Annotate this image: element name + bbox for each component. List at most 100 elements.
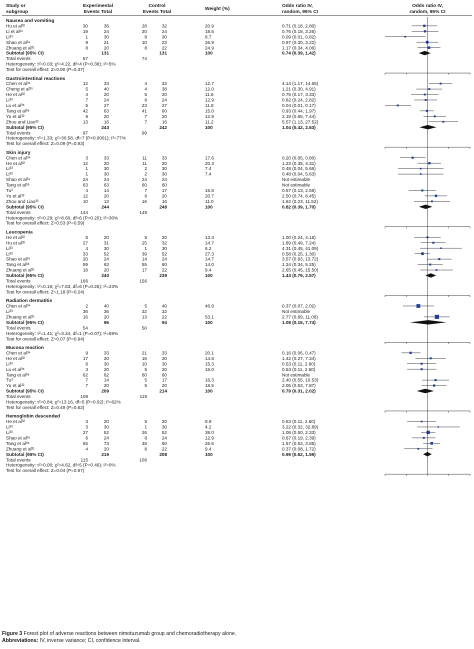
study-name: Tang et al³⁸ <box>6 183 29 188</box>
study-name: Li³³ <box>6 361 13 366</box>
ctl-total: 17 <box>162 378 168 383</box>
study-name: Yu et al³² <box>6 383 25 388</box>
exp-total: 63 <box>104 183 110 188</box>
exp-events: 4 <box>85 246 88 251</box>
study-weight: 46.9 <box>205 304 214 309</box>
study-weight: 15.8 <box>205 188 214 193</box>
exp-events: 17 <box>83 356 89 361</box>
ctl-total: 33 <box>162 81 168 86</box>
ctl-total: 20 <box>162 383 168 388</box>
overall-effect-text: Test for overall effect: Z=0.49 (P=0.62) <box>6 405 85 410</box>
exp-events: 9 <box>85 350 88 355</box>
study-weight: 14.0 <box>205 262 214 267</box>
exp-events: 3 <box>85 419 88 424</box>
exp-total: 36 <box>104 309 110 314</box>
ctl-total: 20 <box>162 367 168 372</box>
study-marker <box>420 362 423 365</box>
study-marker <box>420 420 423 423</box>
exp-total: 20 <box>104 314 110 319</box>
ctl-events: 20 <box>142 29 148 34</box>
study-weight: 26.9 <box>205 40 214 45</box>
exp-total: 24 <box>104 435 110 440</box>
study-weight: 20.7 <box>205 193 214 198</box>
study-or-text: 0.53 (0.11, 2.60) <box>282 367 316 372</box>
ctl-total: 22 <box>162 45 168 50</box>
exp-total: 52 <box>104 251 110 256</box>
study-name: Yu et al³² <box>6 193 25 198</box>
exp-events: 18 <box>83 268 89 273</box>
header-weight: Weight (%) <box>205 6 230 12</box>
study-or-text: 0.57 (0.13, 2.58) <box>282 188 316 193</box>
study-marker <box>434 194 438 198</box>
heterogeneity-text: Heterogeneity: τ²=0.16; χ²=7.83, df=6 (P… <box>6 284 118 289</box>
ctl-total: 24 <box>162 177 168 182</box>
study-marker <box>438 258 441 261</box>
study-weight: 8.7 <box>205 34 212 39</box>
study-or-text: 0.93 (0.44, 1.97) <box>282 108 316 113</box>
exp-events: 4 <box>85 188 88 193</box>
study-weight: 27.3 <box>205 251 214 256</box>
total-events-label: Total events <box>6 279 31 284</box>
study-name: Li³³ <box>6 251 13 256</box>
total-events-label: Total events <box>6 394 31 399</box>
study-or-text: 0.37 (0.07, 2.02) <box>282 304 316 309</box>
ctl-total: 24 <box>162 98 168 103</box>
ctl-events: 5 <box>144 367 147 372</box>
exp-total: 30 <box>104 172 110 177</box>
ctl-total: 20 <box>162 114 168 119</box>
exp-events: 36 <box>83 309 89 314</box>
total-events-ctl: 119 <box>140 394 148 399</box>
ctl-events: 7 <box>144 119 147 124</box>
exp-events: 42 <box>83 108 89 113</box>
study-marker <box>420 368 423 371</box>
exp-events: 6 <box>85 435 88 440</box>
exp-events: 19 <box>83 29 89 34</box>
total-events-label: Total events <box>6 56 31 61</box>
subtotal-exp-total: 96 <box>104 320 110 325</box>
study-name: Zhuang et al³¹ <box>6 314 35 319</box>
study-name: Zhou and Liao³³ <box>6 119 39 124</box>
exp-events: 9 <box>85 40 88 45</box>
study-marker <box>433 115 436 118</box>
study-name: He et al³² <box>6 92 25 97</box>
subtotal-or-text: 0.74 (0.39, 1.42) <box>282 51 316 56</box>
study-marker <box>411 156 414 159</box>
heterogeneity-text: Heterogeneity: τ²=0.29; χ²=8.60, df=6 (P… <box>6 215 118 220</box>
exp-events: 62 <box>83 372 89 377</box>
exp-events: 10 <box>83 199 89 204</box>
ctl-total: 60 <box>162 108 168 113</box>
exp-events: 2 <box>85 304 88 309</box>
subtotal-ctl-total: 131 <box>159 51 167 56</box>
study-marker <box>425 40 429 44</box>
heterogeneity-text: Heterogeneity: τ²=0.84; χ²=13.16, df=5 (… <box>6 400 121 405</box>
ctl-total: 30 <box>162 361 168 366</box>
ctl-events: 23 <box>142 103 148 108</box>
ctl-events: 8 <box>144 435 147 440</box>
subtotal-label: Subtotal (95% CI) <box>6 273 44 278</box>
ctl-events: 11 <box>142 161 147 166</box>
ctl-events: 13 <box>142 314 148 319</box>
study-weight: 18.5 <box>205 29 214 34</box>
ctl-events: 4 <box>144 87 147 92</box>
study-weight: 11.2 <box>205 119 214 124</box>
ctl-total: 30 <box>162 425 168 430</box>
exp-total: 30 <box>104 361 110 366</box>
subtotal-or-text: 0.99 (0.62, 1.59) <box>282 452 316 457</box>
ctl-total: 60 <box>162 441 168 446</box>
study-name: Shao et al²⁹ <box>6 257 30 262</box>
study-or-text: 0.16 (0.06, 0.47) <box>282 350 316 355</box>
exp-events: 7 <box>85 98 88 103</box>
exp-events: 4 <box>85 92 88 97</box>
study-or-text: Not estimable <box>282 309 311 314</box>
ctl-total: 30 <box>162 172 168 177</box>
exp-total: 24 <box>104 98 110 103</box>
ctl-events: 28 <box>142 23 148 28</box>
ctl-events: 8 <box>144 34 147 39</box>
exp-total: 30 <box>104 166 110 171</box>
subtotal-ctl-total: 214 <box>159 389 167 394</box>
ctl-events: 14 <box>142 257 148 262</box>
overall-effect-text: Test for overall effect: Z=0.07 (P=0.94) <box>6 336 85 341</box>
total-events-exp: 144 <box>80 210 88 215</box>
exp-total: 27 <box>104 103 110 108</box>
ctl-events: 8 <box>144 45 147 50</box>
